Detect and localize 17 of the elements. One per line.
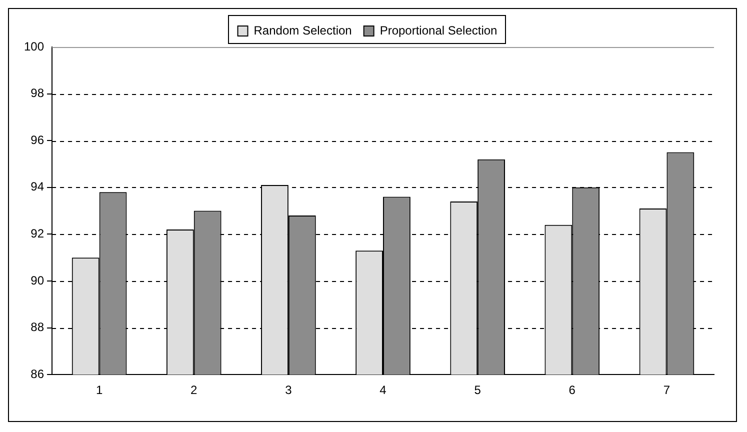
y-tick-label: 100: [24, 39, 44, 54]
x-tick-label: 3: [285, 383, 292, 398]
y-tick-label: 92: [30, 226, 44, 241]
y-tick-label: 86: [30, 366, 44, 381]
y-tick-label: 96: [30, 132, 44, 147]
y-tick-label: 88: [30, 320, 44, 334]
x-tick-label: 4: [380, 383, 387, 398]
y-tick-label: 90: [30, 273, 44, 288]
y-tick-label: 98: [30, 86, 44, 100]
legend-label: Random Selection: [254, 23, 352, 38]
x-tick-label: 7: [663, 383, 670, 398]
x-tick-label: 5: [474, 383, 482, 398]
legend-label: Proportional Selection: [380, 23, 498, 38]
x-tick-label: 2: [190, 383, 198, 398]
y-tick-label: 94: [30, 180, 44, 194]
x-tick-label: 6: [568, 383, 576, 398]
x-tick-label: 1: [96, 383, 103, 398]
